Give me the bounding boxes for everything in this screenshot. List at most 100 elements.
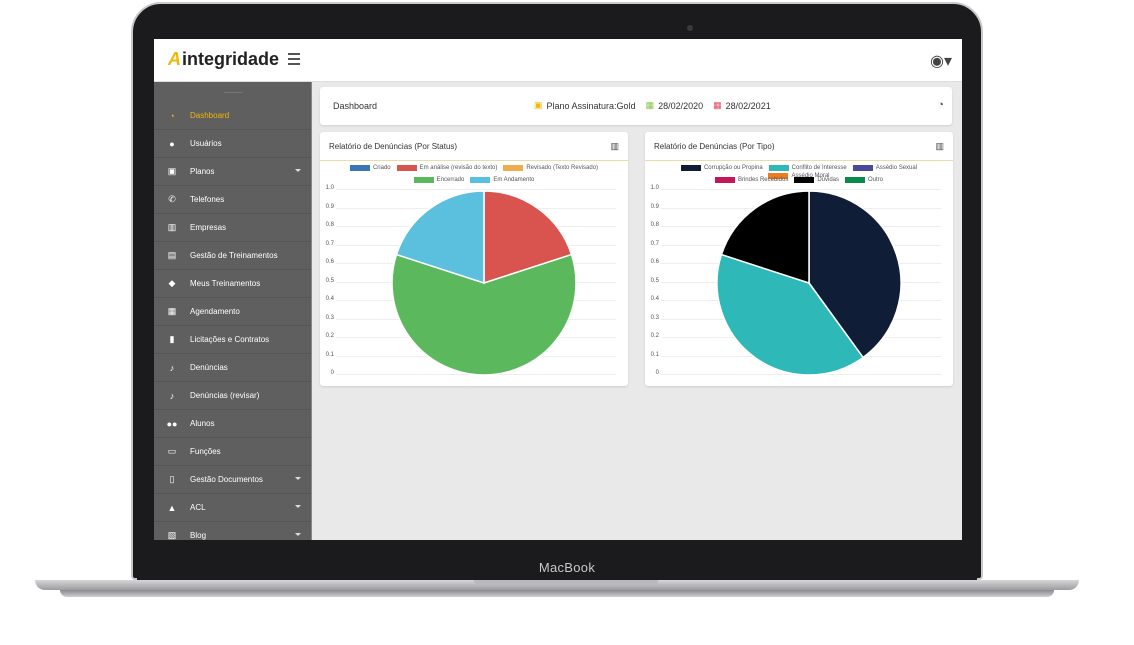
legend-swatch	[680, 165, 701, 171]
plan-label: Plano Assinatura:Gold	[546, 100, 636, 111]
legend-label: Assédio Moral	[791, 173, 830, 179]
briefcase-icon: ▣	[167, 166, 177, 176]
pie-slice-conflito-de-interesse[interactable]	[716, 253, 865, 376]
screen: Aintegridade ◉▾ ◔ Dashboard ● Usuários ▣ Plan…	[154, 39, 962, 540]
device-brand: MacBook	[538, 560, 596, 575]
chart-legend: Encerrado Em Andamento	[320, 177, 628, 185]
bar-chart-icon[interactable]: ▥	[935, 141, 944, 151]
legend-item[interactable]: Dúvidas	[794, 177, 839, 183]
sidebar-item-usu-rios[interactable]: ● Usuários	[154, 130, 311, 158]
legend-label: Encerrado	[436, 177, 465, 183]
axis-tick-label: 1.0	[650, 185, 659, 191]
user-menu-icon[interactable]: ◉▾	[930, 53, 952, 70]
axis-tick-label: 0.7	[325, 240, 334, 247]
sidebar-item-label: Empresas	[190, 223, 227, 232]
axis-tick-label: 0.3	[325, 314, 334, 321]
blog-icon: ▧	[167, 530, 177, 540]
axis-tick-label: 0.4	[325, 296, 334, 302]
sidebar-item-den-ncias-revisar[interactable]: ♪ Denúncias (revisar)	[154, 382, 311, 410]
logo-mark: A	[168, 49, 181, 69]
legend-item[interactable]: Brindes Recebidos	[714, 177, 789, 183]
axis-tick-label: 0.4	[650, 296, 659, 302]
legend-swatch	[349, 165, 370, 171]
calendar-icon: ▦	[167, 306, 177, 316]
legend-item[interactable]: Assédio Moral	[768, 173, 830, 179]
legend-item[interactable]: Em análise (revisão do texto)	[396, 165, 497, 171]
sidebar-item-planos[interactable]: ▣ Planos	[154, 158, 311, 186]
chevron-down-icon	[295, 505, 301, 508]
legend-item[interactable]: Conflito de Interesse	[768, 165, 847, 171]
sidebar-item-label: Telefones	[190, 195, 225, 204]
axis-tick-label: 0.5	[650, 277, 659, 284]
document-icon: ▯	[169, 474, 175, 484]
sidebar-item-alunos[interactable]: ●● Alunos	[154, 410, 311, 438]
sidebar-item-fun-es[interactable]: ▭ Funções	[154, 438, 311, 466]
legend-item[interactable]: Assédio Sexual	[852, 165, 918, 171]
legend-item[interactable]: Corrupção ou Propina	[680, 165, 763, 171]
sidebar-item-meus-treinamentos[interactable]: ◆ Meus Treinamentos	[154, 270, 311, 298]
sidebar-item-label: Dashboard	[190, 111, 230, 120]
legend-item[interactable]: Criado	[349, 165, 391, 171]
app-logo[interactable]: Aintegridade	[168, 49, 279, 70]
pie-slice-d-vidas[interactable]	[720, 190, 810, 285]
calendar-check-icon: ▦	[645, 100, 655, 110]
sidebar-item-gest-o-documentos[interactable]: ▯ Gestão Documentos	[154, 466, 311, 494]
plan-start-date: 28/02/2020	[658, 100, 704, 111]
file-icon: ▮	[169, 334, 175, 344]
legend-swatch	[794, 177, 815, 183]
microphone-icon: ♪	[169, 390, 175, 401]
menu-toggle-icon[interactable]	[288, 53, 300, 65]
legend-item[interactable]: Outro	[845, 177, 883, 183]
sidebar-item-label: Funções	[190, 447, 221, 456]
sidebar: ◔ Dashboard ● Usuários ▣ Planos ✆ Telefones ▥ Emp…	[154, 82, 312, 540]
pie-slice-em-an-lise-revis-o-do-texto-[interactable]	[483, 190, 573, 285]
sidebar-item-gest-o-de-treinamentos[interactable]: ▤ Gestão de Treinamentos	[154, 242, 311, 270]
sidebar-item-den-ncias[interactable]: ♪ Denúncias	[154, 354, 311, 382]
sidebar-item-blog[interactable]: ▧ Blog	[154, 522, 311, 540]
legend-item[interactable]: Encerrado	[413, 177, 465, 183]
sidebar-item-acl[interactable]: ▲ ACL	[154, 494, 311, 522]
chart-legend: Corrupção ou Propina Conflito de Interess…	[645, 165, 953, 181]
laptop-notch	[474, 580, 658, 586]
sidebar-item-licita-es-e-contratos[interactable]: ▮ Licitações e Contratos	[154, 326, 311, 354]
legend-item[interactable]: Em Andamento	[470, 177, 534, 183]
legend-label: Brindes Recebidos	[737, 177, 789, 183]
sidebar-item-dashboard[interactable]: ◔ Dashboard	[154, 102, 311, 130]
box-icon: ▤	[167, 250, 177, 260]
users-icon: ●●	[166, 418, 178, 429]
gauge-icon[interactable]: ◔	[937, 99, 944, 111]
legend-swatch	[714, 177, 735, 183]
pie-slice-corrup-o-ou-propina[interactable]	[808, 190, 902, 359]
legend-label: Revisado (Texto Revisado)	[526, 165, 599, 171]
card-divider	[320, 160, 628, 161]
legend-swatch	[396, 165, 417, 171]
legend-label: Assédio Sexual	[875, 165, 918, 171]
legend-label: Criado	[372, 165, 391, 171]
pie-slice-em-andamento[interactable]	[395, 190, 485, 285]
pie-slice-encerrado[interactable]	[391, 253, 577, 376]
sidebar-item-empresas[interactable]: ▥ Empresas	[154, 214, 311, 242]
sidebar-item-telefones[interactable]: ✆ Telefones	[154, 186, 311, 214]
legend-swatch	[470, 177, 491, 183]
legend-swatch	[768, 173, 789, 179]
laptop-base-bottom	[60, 590, 1054, 597]
sidebar-item-label: Denúncias (revisar)	[190, 391, 260, 400]
chevron-down-icon	[295, 533, 301, 536]
sidebar-item-label: Blog	[190, 531, 207, 540]
sidebar-item-label: Meus Treinamentos	[190, 279, 261, 288]
sidebar-item-agendamento[interactable]: ▦ Agendamento	[154, 298, 311, 326]
legend-item[interactable]: Revisado (Texto Revisado)	[503, 165, 598, 171]
chart-title: Relatório de Denúncias (Por Tipo)	[654, 142, 775, 151]
axis-tick-label: 0.2	[325, 333, 334, 339]
logo-text: integridade	[182, 49, 280, 69]
legend-label: Em Andamento	[493, 177, 535, 183]
user-icon: ●	[169, 138, 175, 149]
bar-chart-icon[interactable]: ▥	[610, 141, 619, 151]
legend-swatch	[768, 165, 789, 171]
chart-legend: Criado Em análise (revisão do texto) Revis…	[320, 165, 628, 173]
gauge-icon: ◔	[169, 110, 175, 121]
sidebar-handle[interactable]	[154, 82, 311, 102]
chart-title: Relatório de Denúncias (Por Status)	[329, 142, 458, 151]
sidebar-item-label: Alunos	[190, 419, 215, 428]
page-title: Dashboard	[333, 101, 378, 111]
